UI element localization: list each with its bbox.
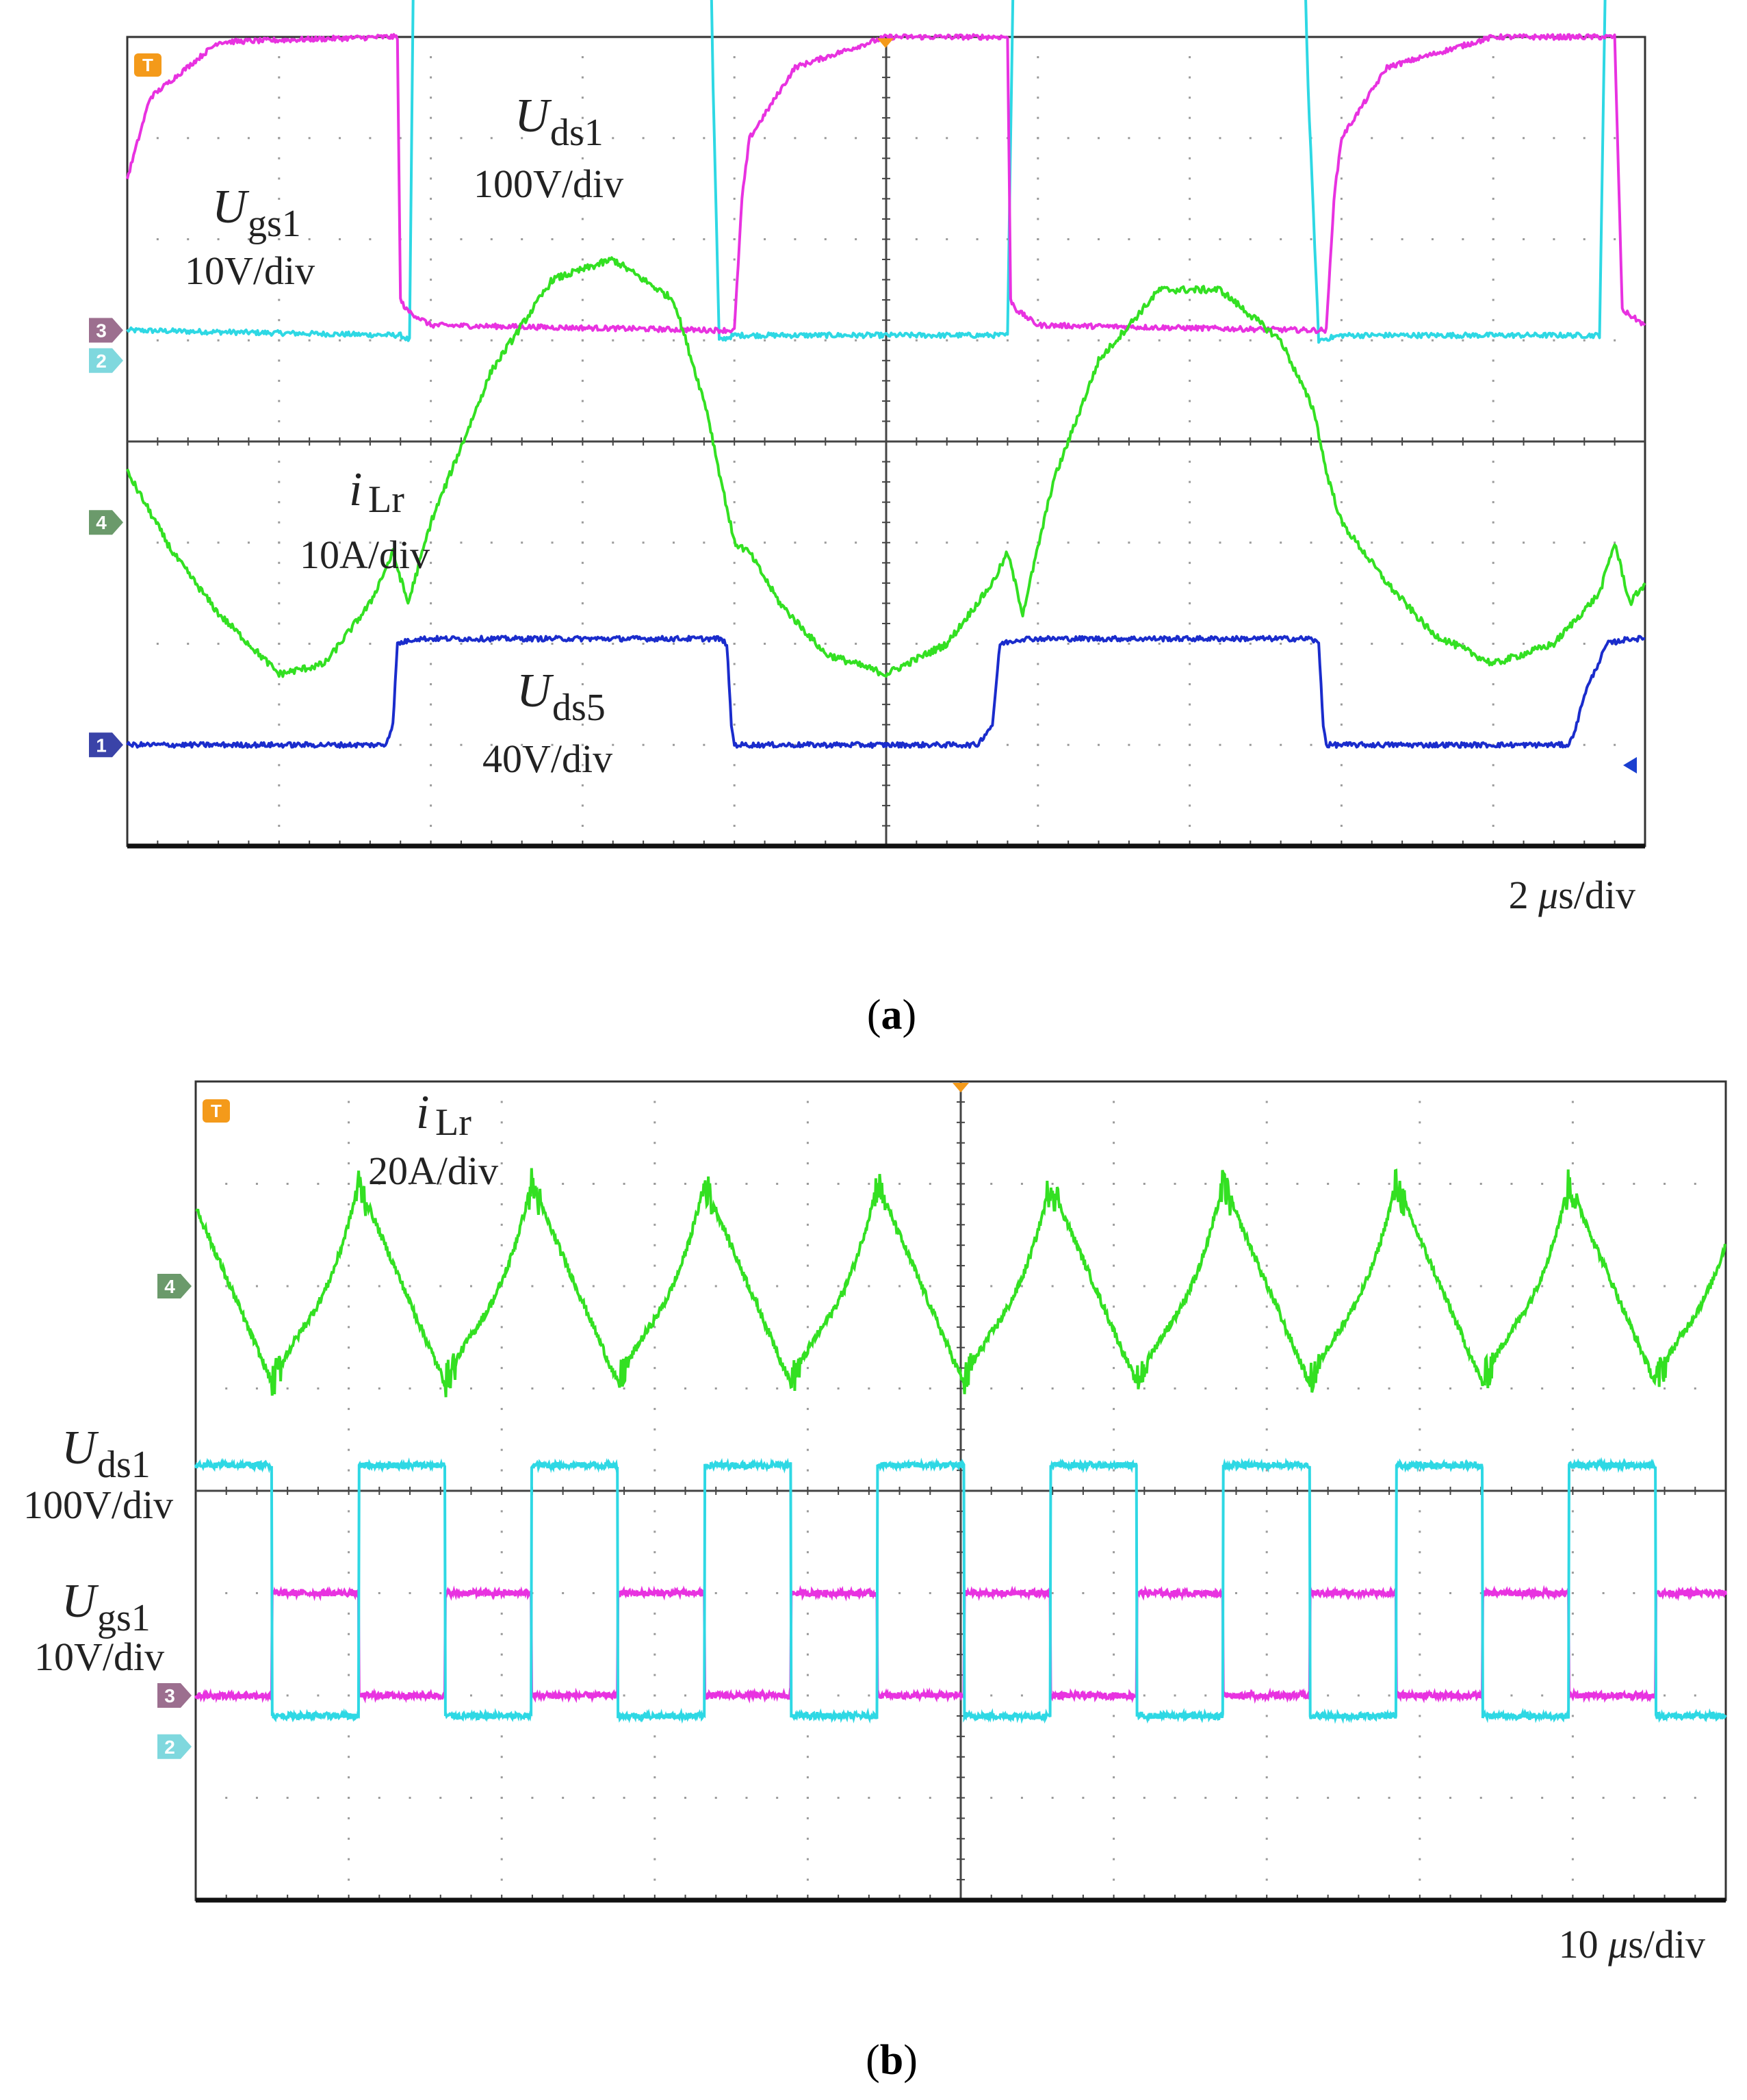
label-uds1-b: U ds1 100V/div bbox=[23, 1422, 173, 1527]
label-ilr-b-symbol: i bbox=[416, 1086, 429, 1139]
label-ugs1-b-scale: 10V/div bbox=[34, 1635, 164, 1679]
panel-a-grid bbox=[127, 37, 1645, 849]
panel-a-traces bbox=[126, 0, 1646, 749]
panel-a-right-level-arrow bbox=[1623, 757, 1637, 773]
panel-a-timebase-number: 2 bbox=[1509, 873, 1539, 917]
label-uds1-a-symbol: U bbox=[515, 90, 552, 142]
channel-marker-2-b: 2 bbox=[157, 1734, 192, 1759]
trace-uds1-a bbox=[126, 0, 1607, 344]
label-uds5-a-scale: 40V/div bbox=[482, 737, 612, 781]
label-uds5-a-symbol: U bbox=[517, 665, 554, 717]
panel-a-timebase: 2 μs/div bbox=[1509, 873, 1635, 917]
channel-marker-4-a: 4 bbox=[89, 510, 123, 535]
panel-a-top-trigger-arrow bbox=[877, 38, 894, 48]
panel-a-timebase-unit: s/div bbox=[1558, 873, 1635, 917]
panel-b-top-trigger-arrow bbox=[953, 1083, 969, 1092]
trace-ugs1-b bbox=[194, 1585, 1727, 1704]
channel-marker-4-b: 4 bbox=[157, 1274, 192, 1298]
svg-text:4: 4 bbox=[96, 512, 107, 533]
label-ilr-b: i Lr 20A/div bbox=[368, 1086, 498, 1193]
label-ilr-a: i Lr 10A/div bbox=[300, 463, 430, 577]
svg-text:1: 1 bbox=[96, 734, 107, 756]
panel-b-channel-markers: 4 3 2 bbox=[157, 1274, 192, 1759]
label-ilr-a-subscript: Lr bbox=[368, 478, 404, 521]
label-ilr-a-symbol: i bbox=[349, 463, 362, 516]
label-ugs1-a-symbol: U bbox=[212, 181, 250, 233]
label-uds1-a: U ds1 100V/div bbox=[474, 90, 623, 206]
svg-text:2: 2 bbox=[96, 350, 107, 372]
label-ugs1-a-scale: 10V/div bbox=[185, 248, 315, 293]
label-ilr-b-subscript: Lr bbox=[435, 1101, 471, 1144]
channel-marker-3-b: 3 bbox=[157, 1683, 192, 1708]
label-ugs1-b-symbol: U bbox=[62, 1575, 99, 1628]
trace-ilr-a bbox=[126, 256, 1646, 678]
panel-a-trigger-marker: T bbox=[134, 53, 161, 77]
label-uds1-b-scale: 100V/div bbox=[23, 1483, 173, 1527]
channel-marker-3-a: 3 bbox=[89, 318, 123, 343]
svg-text:2: 2 bbox=[164, 1737, 175, 1758]
trace-uds5-a bbox=[126, 635, 1646, 749]
label-ugs1-b: U gs1 10V/div bbox=[34, 1575, 164, 1679]
panel-b-trigger-label: T bbox=[211, 1101, 222, 1121]
svg-text:4: 4 bbox=[164, 1276, 175, 1297]
trace-ugs1-a bbox=[126, 33, 1646, 335]
panel-b-timebase: 10 μs/div bbox=[1559, 1922, 1705, 1967]
svg-text:3: 3 bbox=[96, 320, 107, 341]
label-uds1-a-scale: 100V/div bbox=[474, 162, 623, 206]
label-ilr-a-scale: 10A/div bbox=[300, 533, 430, 577]
panel-b-timebase-number: 10 bbox=[1559, 1922, 1609, 1967]
panel-a-trigger-label: T bbox=[142, 55, 153, 75]
svg-text:3: 3 bbox=[164, 1685, 175, 1706]
channel-marker-1-a: 1 bbox=[89, 732, 123, 758]
label-ugs1-a-subscript: gs1 bbox=[248, 203, 301, 245]
label-uds1-b-symbol: U bbox=[62, 1422, 99, 1474]
label-uds1-a-subscript: ds1 bbox=[550, 112, 604, 154]
label-ilr-b-scale: 20A/div bbox=[368, 1149, 498, 1193]
panel-b-oscilloscope: 4 3 2 T i Lr 20A/div U ds1 100V/div U gs1 … bbox=[23, 1080, 1727, 2084]
panel-b-timebase-mu: μ bbox=[1607, 1922, 1628, 1967]
trace-ilr-b bbox=[195, 1168, 1726, 1398]
panel-b-caption: (b) bbox=[866, 2037, 918, 2084]
trace-uds1-b bbox=[194, 1457, 1727, 1724]
channel-marker-2-a: 2 bbox=[89, 348, 123, 373]
panel-b-trigger-marker: T bbox=[203, 1099, 230, 1123]
panel-b-timebase-unit: s/div bbox=[1628, 1922, 1705, 1967]
label-uds5-a: U ds5 40V/div bbox=[482, 665, 612, 781]
panel-a-channel-markers: 3 2 4 1 bbox=[89, 318, 123, 758]
label-uds5-a-subscript: ds5 bbox=[552, 687, 606, 729]
label-ugs1-a: U gs1 10V/div bbox=[185, 181, 315, 293]
panel-b-caption-letter: b bbox=[880, 2037, 903, 2084]
panel-a-caption-letter: a bbox=[881, 992, 903, 1038]
panel-a-caption: (a) bbox=[867, 992, 916, 1038]
panel-a-oscilloscope: 3 2 4 1 T U gs1 10V/div U ds1 100V/div i Lr… bbox=[89, 0, 1646, 1038]
label-ugs1-b-subscript: gs1 bbox=[97, 1597, 151, 1639]
panel-b-traces bbox=[194, 1168, 1727, 1724]
panel-a-timebase-mu: μ bbox=[1538, 873, 1558, 917]
label-uds1-b-subscript: ds1 bbox=[97, 1444, 151, 1486]
